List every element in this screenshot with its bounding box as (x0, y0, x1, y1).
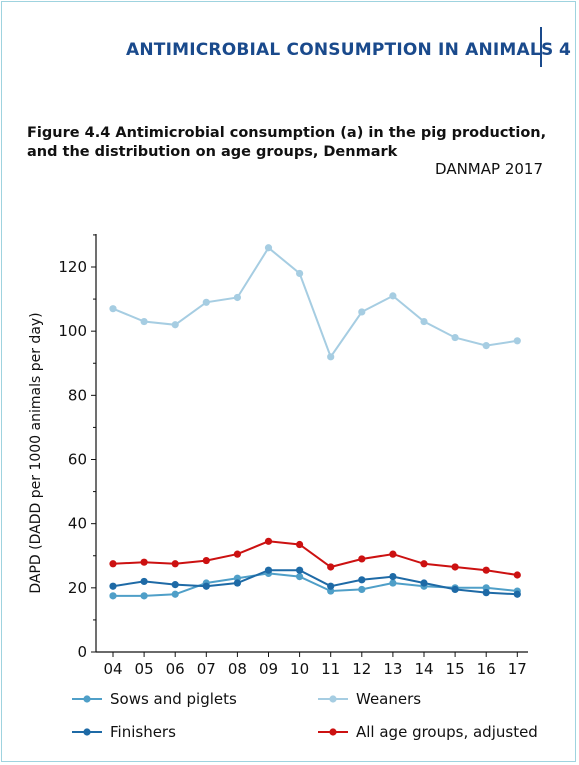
series-line-2 (112, 569, 518, 596)
series-point-2 (264, 566, 273, 574)
header-title: ANTIMICROBIAL CONSUMPTION IN ANIMALS (126, 40, 554, 60)
series-point-1 (358, 308, 366, 316)
series-point-1 (233, 293, 241, 302)
legend-marker-1 (329, 695, 337, 703)
series-point-1 (109, 305, 117, 313)
x-tick-label: 12 (352, 660, 371, 678)
legend-label-2: Finishers (110, 723, 176, 741)
series-point-1 (389, 292, 397, 300)
series-point-0 (109, 592, 117, 600)
series-point-1 (451, 333, 459, 342)
series-point-3 (327, 563, 335, 571)
figure-source: DANMAP 2017 (435, 160, 543, 178)
series-point-1 (482, 342, 490, 350)
series-point-1 (327, 353, 335, 361)
series-point-1 (513, 337, 521, 345)
series-point-0 (389, 579, 397, 587)
series-point-3 (358, 555, 366, 563)
series-point-1 (171, 321, 179, 329)
series-point-3 (202, 556, 210, 565)
x-tick-label: 10 (290, 660, 309, 678)
y-tick-label: 100 (58, 322, 87, 340)
series-point-3 (296, 540, 304, 549)
x-tick-label: 15 (446, 660, 465, 678)
x-tick-label: 09 (259, 660, 278, 678)
x-tick-label: 06 (166, 660, 185, 678)
x-tick-label: 13 (383, 660, 402, 678)
x-tick-label: 17 (508, 660, 527, 678)
y-tick-label: 40 (68, 515, 87, 533)
legend-marker-2 (83, 728, 91, 736)
series-point-2 (513, 590, 521, 598)
series-point-2 (233, 579, 241, 587)
x-tick-label: 08 (228, 660, 247, 678)
series-point-2 (202, 582, 210, 590)
series-point-2 (389, 573, 397, 581)
series-point-0 (296, 573, 304, 581)
series-point-3 (140, 558, 148, 566)
figure-title: Figure 4.4 Antimicrobial consumption (a)… (27, 125, 547, 160)
series-point-2 (171, 581, 179, 589)
legend-marker-0 (83, 695, 91, 703)
series-point-3 (264, 537, 273, 545)
legend-marker-3 (329, 728, 337, 736)
x-tick-label: 14 (414, 660, 433, 678)
series-point-1 (202, 298, 210, 306)
x-tick-label: 05 (135, 660, 154, 678)
series-point-0 (358, 585, 366, 594)
series-point-2 (109, 582, 117, 590)
series-point-1 (296, 269, 304, 278)
header-page-number: 4 (559, 40, 571, 60)
series-point-0 (171, 590, 179, 598)
y-tick-label: 20 (68, 579, 87, 597)
y-tick-label: 0 (77, 643, 87, 661)
legend-label-0: Sows and piglets (110, 690, 237, 708)
y-axis-title: DAPD (DADD per 1000 animals per day) (28, 312, 44, 593)
series-point-3 (420, 560, 428, 568)
legend-label-3: All age groups, adjusted (356, 723, 538, 741)
series-point-2 (296, 566, 304, 574)
series-point-2 (451, 585, 459, 594)
series-point-2 (420, 579, 428, 587)
series-line-3 (112, 540, 518, 576)
y-tick-label: 120 (58, 258, 87, 276)
x-tick-label: 04 (103, 660, 122, 678)
series-point-0 (140, 592, 148, 600)
series-point-1 (264, 244, 273, 252)
series-point-3 (109, 560, 117, 568)
series-point-3 (389, 550, 397, 558)
series-point-2 (140, 577, 148, 586)
series-point-1 (140, 317, 148, 326)
header-separator (540, 27, 542, 67)
series-point-3 (233, 550, 241, 558)
series-point-3 (171, 560, 179, 568)
x-tick-label: 16 (477, 660, 496, 678)
y-tick-label: 60 (68, 451, 87, 469)
x-tick-label: 07 (197, 660, 216, 678)
series-point-3 (482, 566, 490, 574)
legend-label-1: Weaners (356, 690, 421, 708)
series-point-1 (420, 317, 428, 326)
x-tick-label: 11 (321, 660, 340, 678)
series-line-1 (112, 246, 518, 359)
series-point-3 (513, 571, 521, 579)
series-point-3 (451, 563, 459, 571)
series-point-2 (482, 589, 490, 597)
series-point-2 (327, 582, 335, 590)
series-point-2 (358, 576, 366, 584)
y-tick-label: 80 (68, 386, 87, 404)
